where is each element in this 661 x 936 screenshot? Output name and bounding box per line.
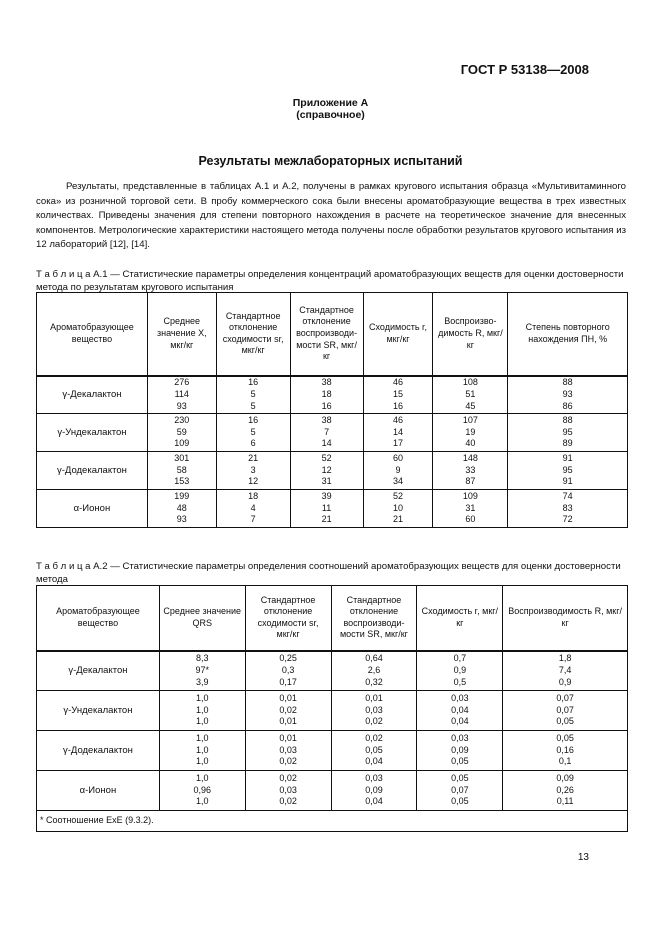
page-number: 13: [577, 852, 589, 863]
col-header: Стандартное отклонение сходимости sr, мк…: [244, 585, 332, 652]
value-cell: 199 48 93: [146, 489, 217, 528]
table-a1: Ароматобразующее вещество Среднее значен…: [36, 292, 628, 528]
substance-cell: α-Ионон: [36, 770, 160, 811]
col-header: Стандартное отклонение воспроизводи­мост…: [330, 585, 418, 652]
value-cell: 38 7 14: [289, 413, 364, 452]
value-cell: 148 33 87: [432, 451, 509, 490]
value-cell: 276 114 93: [146, 375, 217, 414]
substance-cell: γ-Ундекалактон: [36, 690, 160, 731]
value-cell: 109 31 60: [432, 489, 509, 528]
value-cell: 21 3 12: [215, 451, 291, 490]
col-header: Среднее значение QRS: [158, 585, 246, 652]
value-cell: 0,7 0,9 0,5: [416, 650, 504, 691]
col-header: Сходимость r, мкг/кг: [416, 585, 504, 652]
value-cell: 301 58 153: [146, 451, 217, 490]
value-cell: 16 5 5: [215, 375, 291, 414]
value-cell: 74 83 72: [507, 489, 628, 528]
value-cell: 0,03 0,09 0,05: [416, 730, 504, 771]
table-row: γ-Декалактон 8,3 97* 3,9 0,25 0,3 0,17 0,64…: [36, 650, 628, 691]
value-cell: 88 93 86: [507, 375, 628, 414]
substance-cell: γ-Додекалактон: [36, 451, 148, 490]
table1-caption: Т а б л и ц а А.1 — Статистические парам…: [36, 269, 624, 293]
value-cell: 88 95 89: [507, 413, 628, 452]
col-header: Степень повторного нахождения ПН, %: [507, 292, 628, 377]
value-cell: 0,01 0,02 0,01: [244, 690, 332, 731]
col-header: Воспроизво­димость R, мкг/кг: [502, 585, 628, 652]
col-header: Стандартное отклонение воспроизводи­мост…: [289, 292, 364, 377]
value-cell: 0,05 0,16 0,1: [502, 730, 628, 771]
value-cell: 0,64 2,6 0,32: [330, 650, 418, 691]
col-header: Сходимость r, мкг/кг: [362, 292, 434, 377]
table-row: α-Ионон 199 48 93 18 4 7 39 11 21 52 10 21 10…: [36, 489, 628, 528]
table-a2: Ароматобразующее вещество Среднее значен…: [36, 585, 628, 832]
value-cell: 1,0 0,96 1,0: [158, 770, 246, 811]
value-cell: 1,0 1,0 1,0: [158, 690, 246, 731]
value-cell: 91 95 91: [507, 451, 628, 490]
table-row: γ-Додекалактон 1,0 1,0 1,0 0,01 0,03 0,02 0…: [36, 730, 628, 771]
col-header: Стандартное отклонение сходимости sr, мк…: [215, 292, 291, 377]
value-cell: 0,05 0,07 0,05: [416, 770, 504, 811]
value-cell: 39 11 21: [289, 489, 364, 528]
value-cell: 0,01 0,03 0,02: [330, 690, 418, 731]
col-header: Ароматобразующее вещество: [36, 585, 160, 652]
substance-cell: γ-Додекалактон: [36, 730, 160, 771]
value-cell: 52 10 21: [362, 489, 434, 528]
substance-cell: α-Ионон: [36, 489, 148, 528]
table2-caption: Т а б л и ц а А.2 — Статистические парам…: [36, 561, 621, 585]
value-cell: 0,09 0,26 0,11: [502, 770, 628, 811]
table-row: γ-Ундекалактон 1,0 1,0 1,0 0,01 0,02 0,01 0…: [36, 690, 628, 731]
table-row: γ-Додекалактон 301 58 153 21 3 12 52 12 31 6…: [36, 451, 628, 490]
substance-cell: γ-Декалактон: [36, 375, 148, 414]
value-cell: 0,02 0,03 0,02: [244, 770, 332, 811]
col-header: Ароматобразующее вещество: [36, 292, 148, 377]
value-cell: 52 12 31: [289, 451, 364, 490]
value-cell: 0,03 0,09 0,04: [330, 770, 418, 811]
table2-footnote: * Соотношение ExE (9.3.2).: [36, 810, 628, 832]
col-header: Среднее значение X, мкг/кг: [146, 292, 217, 377]
value-cell: 108 51 45: [432, 375, 509, 414]
col-header: Воспроизво­димость R, мкг/кг: [432, 292, 509, 377]
table-row: γ-Ундекалактон 230 59 109 16 5 6 38 7 14 46 …: [36, 413, 628, 452]
table-row: α-Ионон 1,0 0,96 1,0 0,02 0,03 0,02 0,03 0,…: [36, 770, 628, 811]
value-cell: 107 19 40: [432, 413, 509, 452]
value-cell: 0,01 0,03 0,02: [244, 730, 332, 771]
value-cell: 1,0 1,0 1,0: [158, 730, 246, 771]
value-cell: 0,25 0,3 0,17: [244, 650, 332, 691]
appendix-title: Приложение А (справочное): [292, 97, 369, 121]
value-cell: 38 18 16: [289, 375, 364, 414]
value-cell: 0,07 0,07 0,05: [502, 690, 628, 731]
value-cell: 60 9 34: [362, 451, 434, 490]
value-cell: 18 4 7: [215, 489, 291, 528]
table-row: γ-Декалактон 276 114 93 16 5 5 38 18 16 46 1…: [36, 375, 628, 414]
substance-cell: γ-Декалактон: [36, 650, 160, 691]
section-title: Результаты межлабораторных испытаний: [198, 154, 463, 168]
value-cell: 230 59 109: [146, 413, 217, 452]
value-cell: 0,02 0,05 0,04: [330, 730, 418, 771]
value-cell: 0,03 0,04 0,04: [416, 690, 504, 731]
intro-paragraph: Результаты, представленные в таблицах А.…: [36, 181, 626, 251]
value-cell: 46 14 17: [362, 413, 434, 452]
value-cell: 16 5 6: [215, 413, 291, 452]
substance-cell: γ-Ундекалактон: [36, 413, 148, 452]
standard-number: ГОСТ Р 53138—2008: [460, 62, 589, 77]
value-cell: 1,8 7,4 0,9: [502, 650, 628, 691]
value-cell: 46 15 16: [362, 375, 434, 414]
value-cell: 8,3 97* 3,9: [158, 650, 246, 691]
